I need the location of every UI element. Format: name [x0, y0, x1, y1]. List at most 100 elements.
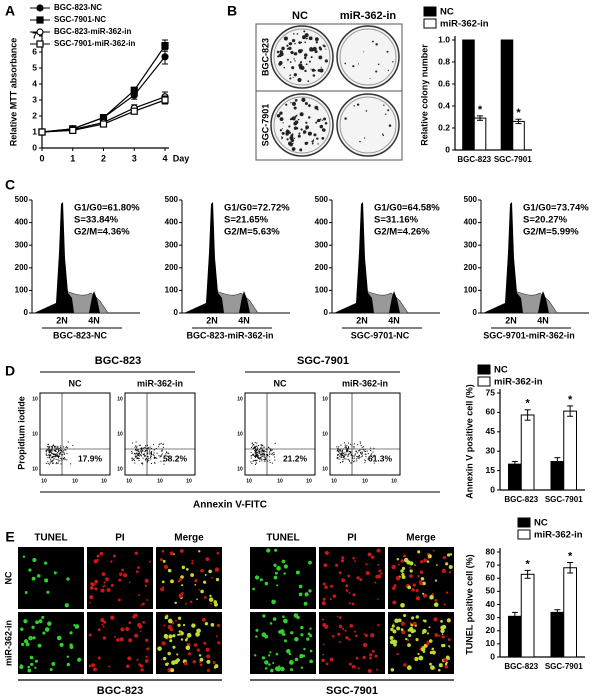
y-tick-label: 30 — [486, 612, 496, 622]
event-dot — [257, 455, 259, 457]
event-dot — [364, 459, 366, 461]
colony — [316, 119, 320, 122]
tunel-nucleus — [34, 666, 37, 669]
tunel-nucleus — [46, 590, 50, 594]
y-tick-label: 300 — [464, 240, 478, 249]
event-dot — [57, 445, 59, 447]
colony — [324, 59, 328, 63]
event-dot — [350, 451, 352, 453]
pi-nucleus — [127, 656, 132, 661]
colony — [298, 132, 301, 135]
event-dot — [63, 450, 65, 452]
colony — [364, 137, 366, 139]
event-dot — [140, 454, 142, 456]
pi-nucleus — [409, 622, 412, 625]
pi-nucleus — [436, 564, 438, 566]
bar — [508, 463, 522, 491]
event-dot — [255, 456, 257, 458]
colony — [314, 105, 319, 110]
colony — [286, 129, 289, 132]
pi-nucleus — [205, 647, 210, 652]
y-tick-label: 400 — [15, 218, 29, 227]
x-tick-label: 4N — [88, 315, 100, 325]
pi-nucleus — [396, 652, 399, 656]
event-dot — [340, 454, 342, 456]
colony — [297, 134, 301, 138]
pi-nucleus — [161, 549, 165, 553]
tunel-nucleus — [270, 668, 274, 673]
event-dot — [158, 455, 160, 457]
event-dot — [55, 454, 57, 456]
pi-nucleus — [423, 593, 428, 598]
event-dot — [64, 459, 66, 461]
pi-nucleus — [160, 658, 163, 661]
event-dot — [57, 462, 59, 464]
pi-nucleus — [196, 598, 198, 601]
pi-nucleus — [141, 602, 145, 606]
pi-nucleus — [391, 564, 396, 570]
pi-nucleus — [88, 664, 92, 668]
colony — [372, 40, 374, 43]
event-dot — [136, 455, 138, 457]
tunel-nucleus — [406, 560, 411, 565]
pi-nucleus — [365, 563, 368, 566]
axis-tick: 10 — [246, 478, 252, 484]
event-dot — [164, 455, 166, 457]
tunel-nucleus — [300, 633, 304, 637]
group-label: SGC-7901 — [297, 355, 349, 367]
event-dot — [259, 457, 261, 459]
histogram-g1-peak — [334, 202, 374, 313]
tunel-nucleus — [185, 568, 189, 571]
pi-nucleus — [324, 585, 328, 590]
event-dot — [260, 451, 262, 453]
pi-nucleus — [181, 591, 184, 595]
pi-nucleus — [118, 598, 121, 602]
event-dot — [260, 456, 262, 458]
colony — [352, 65, 355, 68]
pi-nucleus — [144, 584, 147, 587]
event-dot — [52, 462, 54, 464]
pi-nucleus — [102, 625, 105, 628]
tunel-nucleus — [426, 632, 429, 635]
event-dot — [142, 450, 144, 452]
event-dot — [256, 459, 258, 461]
tunel-nucleus — [25, 642, 30, 647]
tunel-nucleus — [391, 624, 395, 628]
event-dot — [45, 454, 47, 456]
axis-tick: 10 — [117, 396, 123, 402]
quadrant-percent: 58.2% — [163, 453, 188, 463]
pi-nucleus — [103, 620, 107, 624]
x-tick-label: 2N — [56, 315, 68, 325]
event-dot — [64, 458, 66, 460]
event-dot — [274, 459, 276, 461]
event-dot — [342, 455, 344, 457]
event-dot — [266, 451, 268, 453]
pi-nucleus — [362, 642, 368, 648]
event-dot — [354, 443, 356, 445]
event-dot — [372, 456, 374, 458]
plate-rim — [273, 96, 331, 154]
event-dot — [131, 452, 133, 454]
event-dot — [255, 456, 257, 458]
tunel-nucleus — [417, 550, 421, 554]
event-dot — [49, 454, 51, 456]
event-dot — [56, 454, 58, 456]
event-dot — [55, 449, 57, 451]
pi-nucleus — [134, 551, 139, 555]
pi-nucleus — [447, 637, 451, 641]
tunel-nucleus — [303, 647, 306, 651]
event-dot — [264, 454, 266, 456]
tunel-nucleus — [35, 620, 39, 625]
pi-nucleus — [336, 615, 339, 618]
event-dot — [57, 450, 59, 452]
colony — [387, 109, 390, 112]
pi-nucleus — [426, 641, 430, 646]
event-dot — [251, 463, 253, 465]
event-dot — [347, 455, 349, 457]
tunel-nucleus — [283, 639, 287, 643]
colony — [386, 50, 389, 53]
tunel-nucleus — [23, 639, 29, 644]
pi-nucleus — [365, 571, 370, 576]
event-dot — [59, 450, 61, 452]
event-dot — [347, 448, 349, 450]
